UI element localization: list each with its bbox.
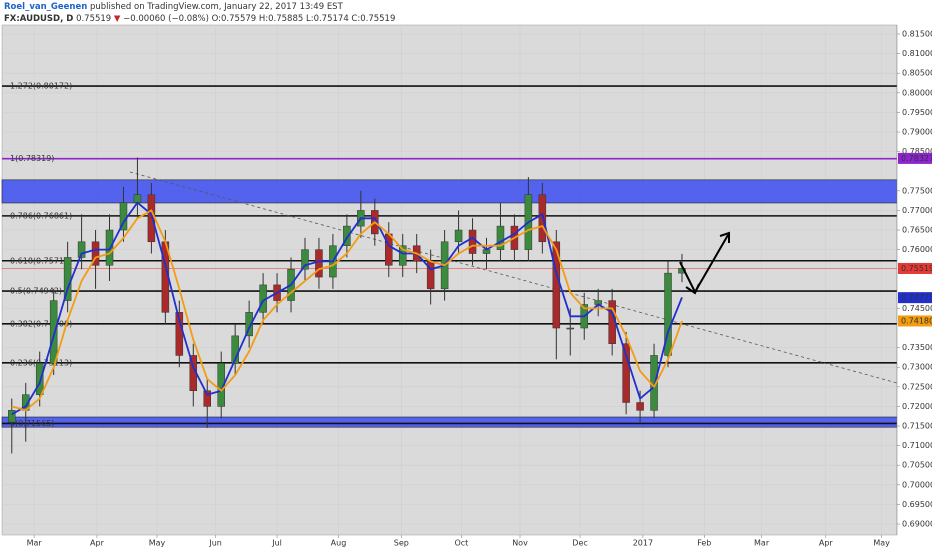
y-tick-label: 0.69500 [902, 500, 932, 509]
candle-body [133, 194, 142, 203]
fib-label: 0.5(0.74942) [10, 287, 62, 296]
x-tick-label: Nov [512, 539, 528, 548]
candle-body [343, 225, 351, 246]
fib-label: 0(0.71565) [10, 419, 54, 428]
candle-body [398, 245, 407, 266]
candle-body [147, 194, 156, 243]
y-tick-label: 0.74500 [902, 304, 932, 313]
price-axis [897, 25, 932, 535]
axis: 0.81500 0.81000 0.80500 0.80000 0.79500 0.790… [27, 30, 932, 548]
x-tick-label: May [149, 539, 166, 548]
y-tick-label: 0.80500 [902, 69, 932, 78]
x-tick-label: Feb [697, 539, 711, 548]
candle-body [496, 225, 505, 250]
symbol: FX:AUDUSD, D [4, 14, 73, 24]
fib-label: 1.272(0.80172) [10, 82, 72, 91]
candle-body [35, 363, 44, 395]
fib-label: 1(0.78319) [10, 154, 54, 163]
header-line: Roel_van_Geenen published on TradingView… [4, 2, 344, 12]
candle-body [538, 194, 547, 243]
price-tag [898, 315, 932, 327]
candle-body [8, 410, 16, 423]
price-tag-label: 0.75519 [901, 264, 932, 273]
change: −0.00060 (−0.08%) [123, 14, 209, 24]
price-tag-label: 0.74775 [901, 293, 932, 302]
price-tag [898, 262, 932, 274]
x-tick-label: Mar [27, 539, 43, 548]
y-tick-label: 0.70000 [902, 480, 932, 489]
y-tick-label: 0.79500 [902, 108, 932, 117]
y-tick-label: 0.72000 [902, 402, 932, 411]
candle-body [49, 300, 58, 364]
fib-label: 0.618(0.75716) [10, 256, 72, 265]
published: published on TradingView.com, January 22… [90, 2, 344, 12]
candle-body [385, 233, 393, 266]
price-tag [898, 152, 932, 164]
fib-label: 0.236(0.73113) [10, 358, 72, 367]
x-tick-label: Jun [208, 539, 222, 548]
direction: ▼ [114, 14, 121, 24]
candle-body [301, 249, 309, 270]
price-tag [898, 292, 932, 304]
x-tick-label: Dec [572, 539, 587, 548]
moving-average [11, 209, 683, 412]
y-tick-label: 0.73500 [902, 343, 932, 352]
arrow-head [719, 231, 730, 243]
x-tick-label: Jul [271, 539, 282, 548]
fib-label: 0.786(0.76861) [10, 211, 72, 220]
candle-body [315, 249, 323, 278]
candle-body [454, 229, 463, 243]
x-tick-label: Sep [394, 539, 409, 548]
ohlc: O:0.75579 H:0.75885 L:0.75174 C:0.75519 [212, 14, 396, 24]
y-tick-label: 0.73000 [902, 363, 932, 372]
zone [1, 416, 898, 428]
trend-line [129, 171, 898, 384]
y-tick-label: 0.70500 [902, 461, 932, 470]
y-tick-label: 0.72500 [902, 382, 932, 391]
candle-body [468, 229, 477, 254]
y-tick-label: 0.76500 [902, 226, 932, 235]
y-tick-label: 0.81000 [902, 49, 932, 58]
y-tick-label: 0.78500 [902, 147, 932, 156]
fib-label: 0.382(0.74108) [10, 319, 72, 328]
candle-body [622, 343, 630, 403]
y-tick-label: 0.69000 [902, 520, 932, 529]
price-tag-label: 0.74180 [901, 316, 932, 325]
y-tick-label: 0.79000 [902, 128, 932, 137]
candle-body [566, 327, 575, 330]
x-tick-label: 2017 [633, 539, 653, 548]
y-tick-label: 0.77000 [902, 206, 932, 215]
y-tick-label: 0.76000 [902, 245, 932, 254]
x-tick-label: Apr [90, 539, 105, 548]
plot-area [1, 24, 898, 536]
candle-body [636, 402, 644, 411]
y-tick-label: 0.71500 [902, 422, 932, 431]
x-tick-label: Oct [454, 539, 468, 548]
candle-body [77, 241, 86, 258]
x-tick-label: Aug [331, 539, 347, 548]
price-tag-label: 0.78327 [901, 154, 932, 163]
candle-body [91, 241, 100, 266]
y-tick-label: 0.71000 [902, 441, 932, 450]
y-tick-label: 0.77500 [902, 186, 932, 195]
moving-averages [11, 201, 683, 416]
arrow-head [685, 283, 700, 295]
candle-body [203, 390, 211, 407]
y-tick-label: 0.81500 [902, 30, 932, 39]
author: Roel_van_Geenen [4, 2, 87, 12]
x-tick-label: Mar [754, 539, 770, 548]
candle-body [664, 272, 672, 356]
moving-average [11, 201, 683, 416]
x-tick-label: Apr [819, 539, 834, 548]
candle-body [245, 312, 253, 337]
x-tick-label: May [873, 539, 890, 548]
quote-line: FX:AUDUSD, D 0.75519 ▼ −0.00060 (−0.08%)… [4, 14, 395, 24]
y-tick-label: 0.80000 [902, 88, 932, 97]
last: 0.75519 [76, 14, 111, 24]
